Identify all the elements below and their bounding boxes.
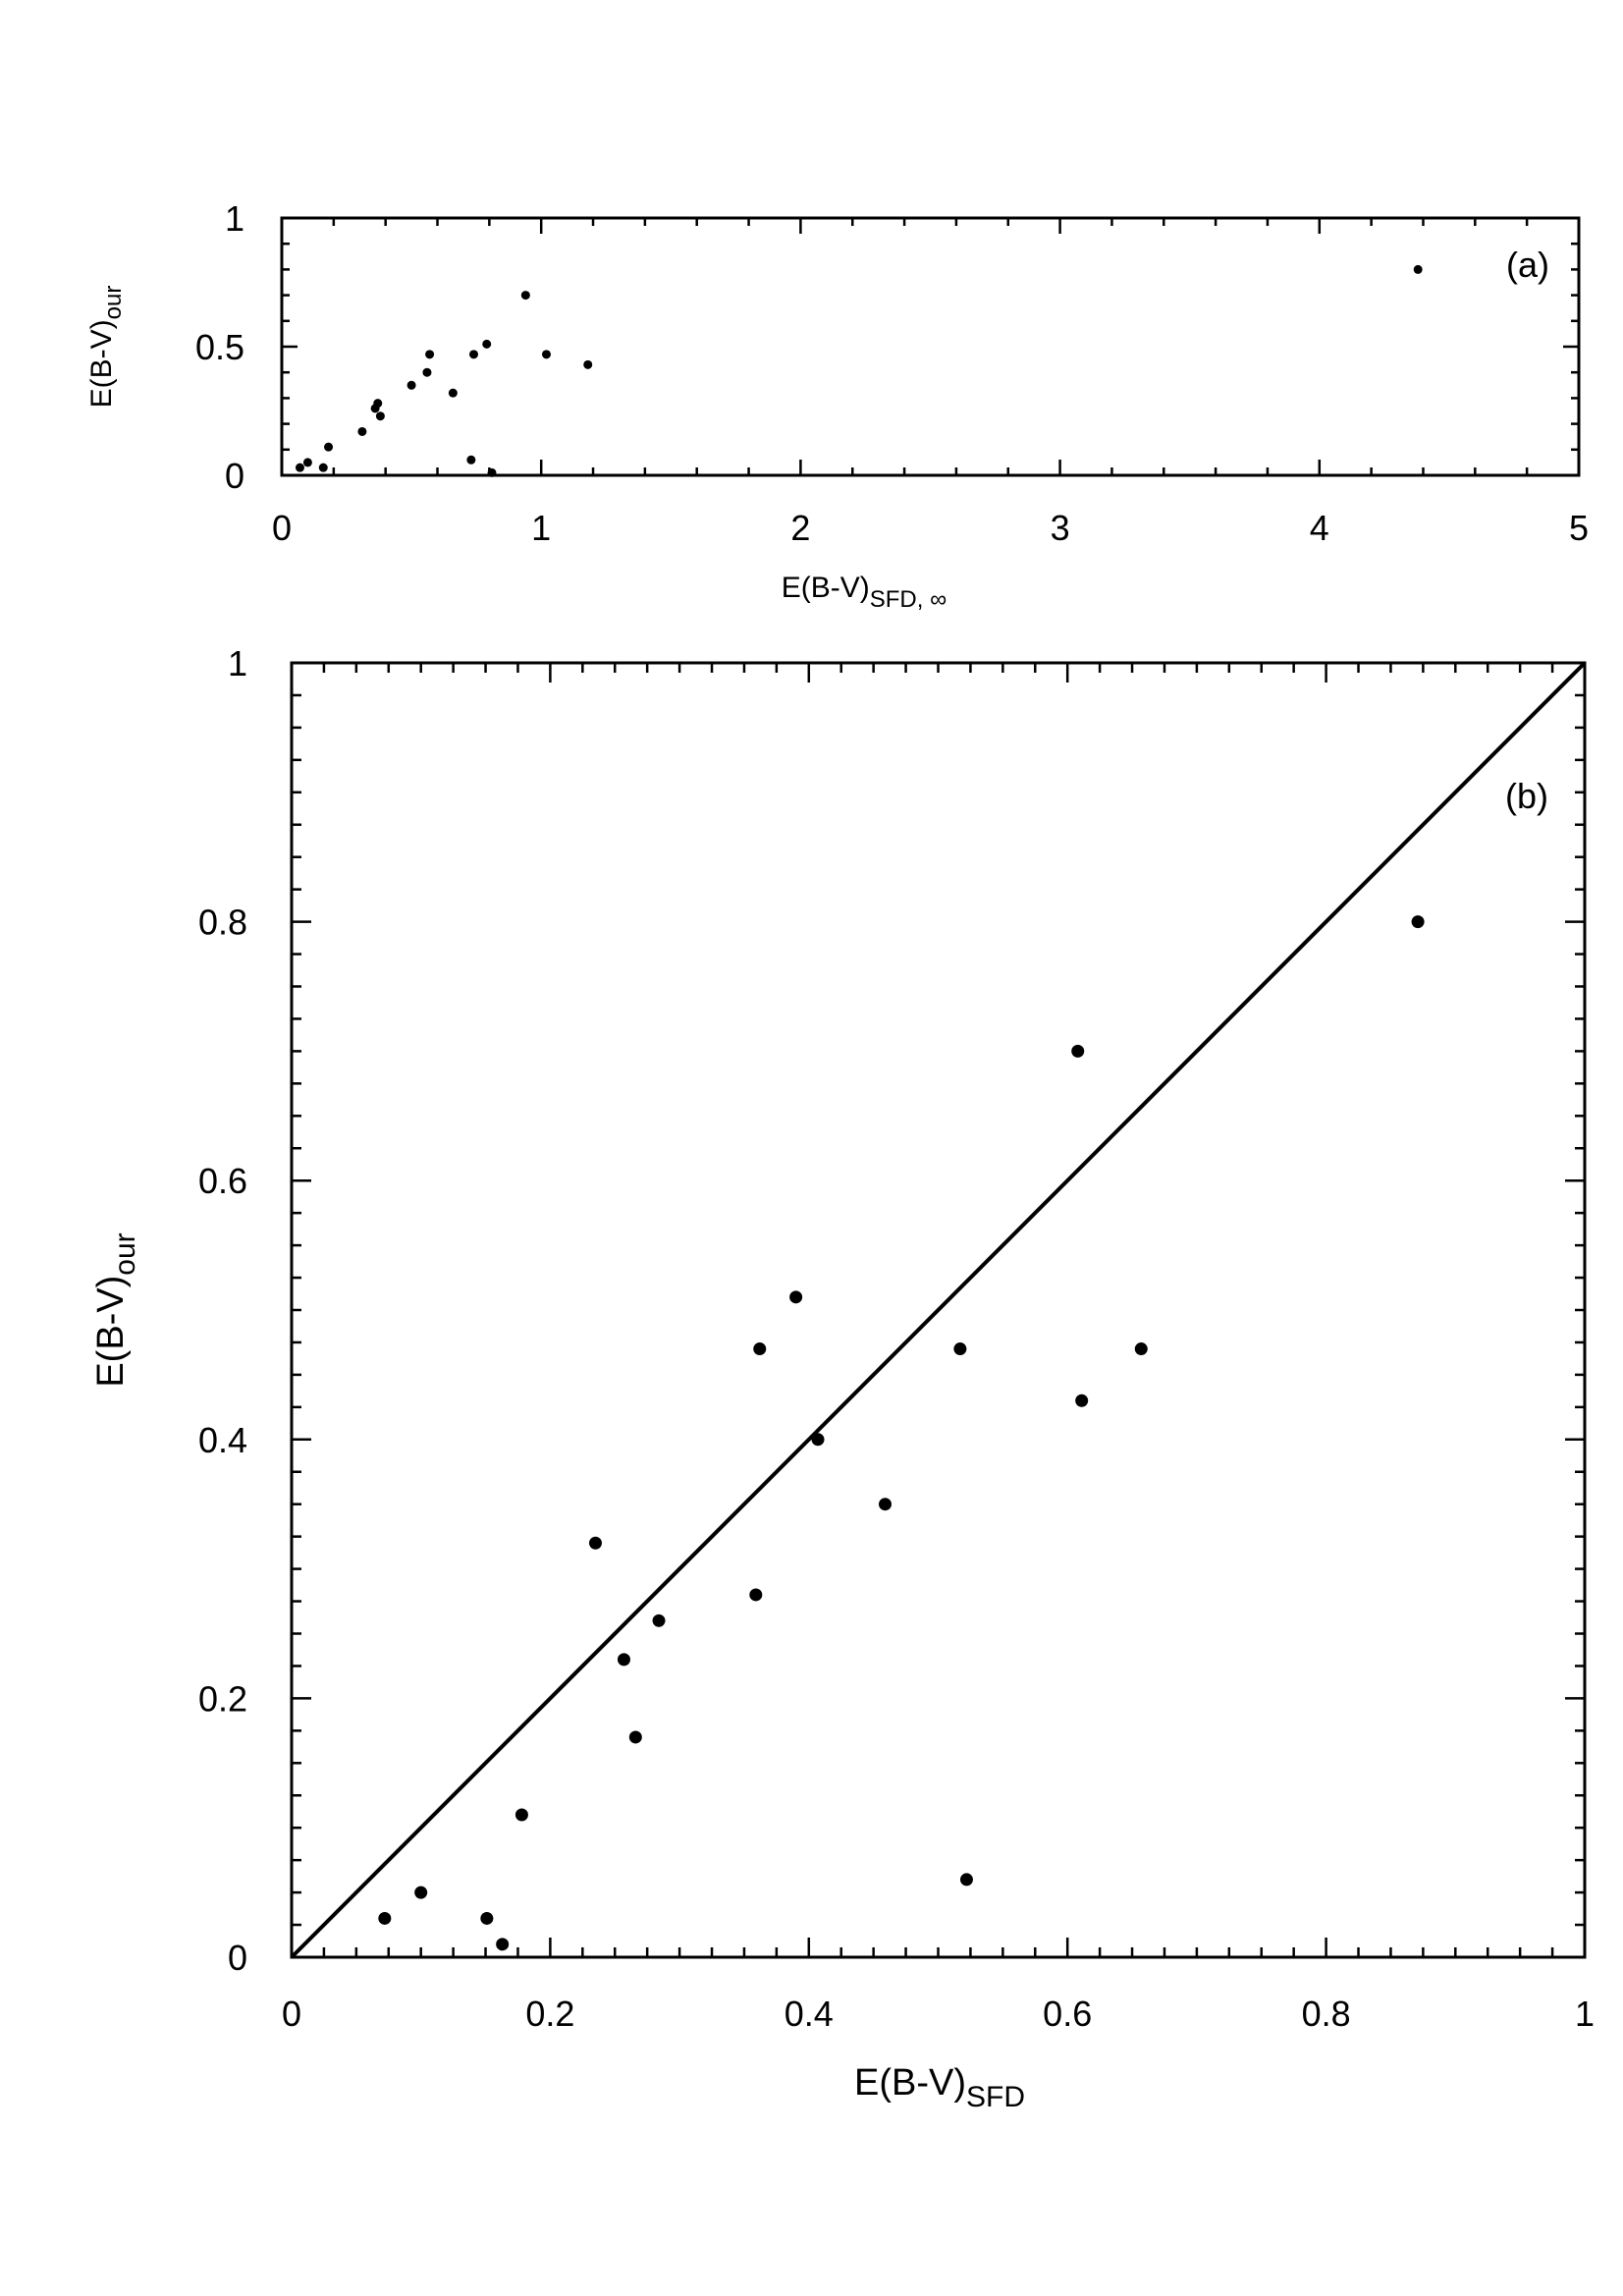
data-point — [520, 291, 530, 301]
data-point — [1411, 915, 1425, 929]
x-tick-label: 1 — [1575, 1994, 1595, 2034]
data-point — [879, 1498, 893, 1511]
x-tick-label: 0.8 — [1302, 1994, 1351, 2034]
data-point — [789, 1290, 803, 1304]
panel-a-data-points — [295, 264, 1423, 477]
x-tick-label: 0 — [282, 1994, 301, 2034]
data-point — [628, 1730, 642, 1744]
panel-a-y-tick-labels: 00.51 — [195, 198, 244, 496]
panel-b-y-axis-label: E(B-V)our — [90, 1232, 141, 1387]
x-tick-label: 0.6 — [1043, 1994, 1092, 2034]
data-point — [652, 1613, 666, 1627]
panel-a-ticks — [280, 216, 1581, 477]
panel-b-x-tick-labels: 0 0.2 0.4 0.6 0.8 1 — [282, 1994, 1595, 2034]
data-point — [373, 399, 383, 409]
data-point — [480, 1911, 494, 1925]
x-tick-label: 0 — [272, 508, 292, 548]
data-point — [514, 1808, 528, 1822]
data-point — [469, 350, 479, 359]
panel-b-scatter-plot: 0 0.2 0.4 0.6 0.8 1 0 0.2 0.4 0.6 0.8 1 (b) E(B-V)… — [90, 643, 1595, 2113]
panel-b-data-points — [378, 915, 1425, 1951]
data-point — [318, 463, 328, 472]
data-point — [414, 1886, 428, 1899]
y-tick-label: 0 — [225, 456, 244, 496]
y-tick-label: 0.4 — [198, 1420, 247, 1460]
panel-b-ticks — [290, 661, 1587, 1959]
data-point — [588, 1536, 602, 1550]
data-point — [1071, 1044, 1085, 1058]
data-point — [749, 1588, 763, 1602]
y-tick-label: 0.2 — [198, 1678, 247, 1719]
y-tick-label: 1 — [225, 198, 244, 239]
panel-b-y-tick-labels: 0 0.2 0.4 0.6 0.8 1 — [198, 643, 247, 1978]
data-point — [378, 1911, 392, 1925]
y-tick-label: 0.8 — [198, 902, 247, 943]
data-point — [583, 359, 593, 369]
panel-b-x-axis-label: E(B-V)SFD — [854, 2062, 1025, 2113]
data-point — [541, 350, 551, 359]
y-tick-label: 1 — [228, 643, 247, 683]
x-tick-label: 0.4 — [784, 1994, 834, 2034]
data-point — [1413, 264, 1423, 274]
panel-b-one-to-one-line — [290, 661, 1587, 1959]
data-point — [375, 411, 385, 421]
panel-a-plot-frame — [280, 216, 1581, 477]
panel-b-label: (b) — [1505, 776, 1548, 816]
data-point — [406, 380, 416, 390]
data-point — [496, 1938, 510, 1951]
data-point — [1134, 1342, 1148, 1356]
x-tick-label: 3 — [1051, 508, 1070, 548]
data-point — [302, 458, 312, 467]
panel-a-y-axis-label: E(B-V)our — [85, 286, 127, 409]
data-point — [448, 388, 458, 398]
data-point — [811, 1433, 825, 1447]
y-tick-label: 0.6 — [198, 1161, 247, 1201]
data-point — [487, 467, 497, 477]
x-tick-label: 2 — [790, 508, 810, 548]
data-point — [617, 1653, 630, 1667]
data-point — [425, 350, 435, 359]
data-point — [466, 455, 476, 465]
data-point — [482, 339, 492, 349]
x-tick-label: 5 — [1569, 508, 1589, 548]
data-point — [357, 426, 367, 436]
y-tick-label: 0 — [228, 1938, 247, 1978]
panel-a-label: (a) — [1506, 245, 1549, 285]
y-tick-label: 0.5 — [195, 327, 244, 367]
data-point — [295, 463, 304, 472]
panel-a-x-axis-label: E(B-V)SFD, ∞ — [782, 572, 947, 613]
x-tick-label: 1 — [531, 508, 551, 548]
panel-a-x-tick-labels: 0 1 2 3 4 5 — [272, 508, 1589, 548]
x-tick-label: 0.2 — [525, 1994, 574, 2034]
data-point — [753, 1342, 767, 1356]
data-point — [1075, 1394, 1089, 1407]
data-point — [422, 367, 432, 377]
x-tick-label: 4 — [1310, 508, 1329, 548]
data-point — [953, 1342, 967, 1356]
data-point — [959, 1873, 973, 1886]
data-point — [324, 442, 334, 452]
